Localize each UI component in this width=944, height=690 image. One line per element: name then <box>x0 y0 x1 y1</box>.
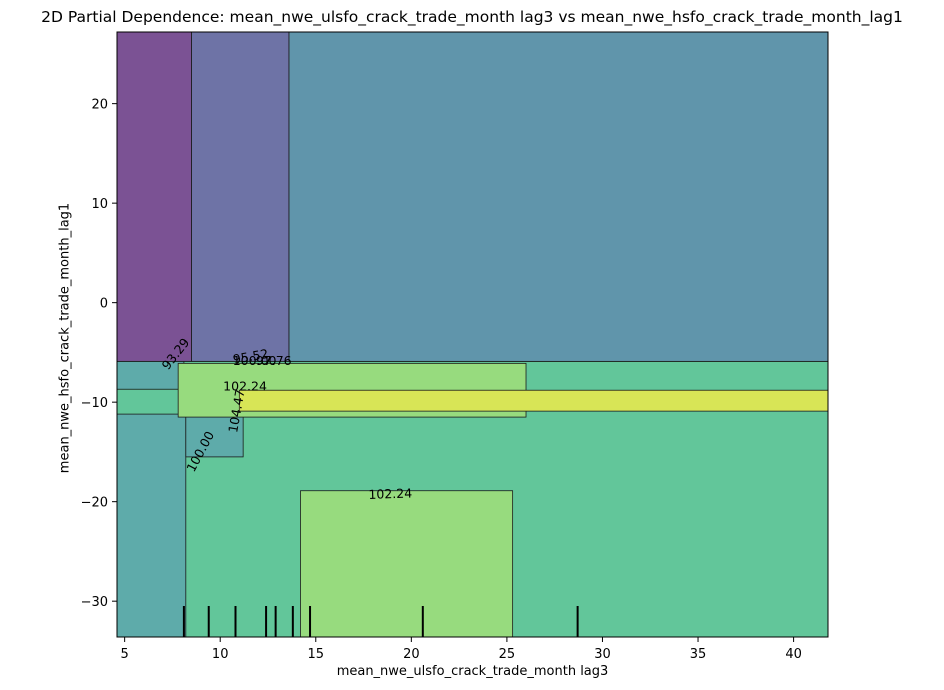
x-tick-label: 40 <box>785 647 802 662</box>
contour-label: 100.00 <box>233 353 277 368</box>
y-tick-label: −10 <box>81 396 108 411</box>
x-tick-label: 10 <box>212 647 229 662</box>
x-tick-label: 25 <box>499 647 516 662</box>
x-axis-ticks: 5 10 15 20 25 30 35 40 <box>121 637 802 662</box>
contour-label: 104.47 <box>225 388 247 434</box>
x-axis-label: mean_nwe_ulsfo_crack_trade_month lag3 <box>336 664 609 679</box>
chart-title: 2D Partial Dependence: mean_nwe_ulsfo_cr… <box>41 8 903 26</box>
y-tick-label: 0 <box>100 297 108 312</box>
y-tick-label: 10 <box>91 197 108 212</box>
contour-region <box>117 413 187 637</box>
y-tick-label: 20 <box>91 98 108 113</box>
contour-label: 102.24 <box>223 379 267 394</box>
y-tick-label: −30 <box>81 595 108 610</box>
x-tick-label: 15 <box>308 647 325 662</box>
contour-region <box>300 490 514 637</box>
y-axis-ticks: −30 −20 −10 0 10 20 <box>81 98 117 610</box>
contour-regions <box>117 32 828 637</box>
x-tick-label: 20 <box>403 647 420 662</box>
y-axis-label: mean_nwe_hsfo_crack_trade_month_lag1 <box>57 202 73 474</box>
plot-frame <box>116 31 829 638</box>
x-tick-label: 5 <box>121 647 129 662</box>
contour-label: 95.52 <box>232 346 270 367</box>
contour-region <box>238 389 828 412</box>
rug-marks <box>182 606 579 637</box>
contour-region <box>185 413 244 458</box>
contour-label: 102.24 <box>368 485 412 502</box>
x-tick-label: 30 <box>594 647 611 662</box>
contour-region <box>288 32 828 362</box>
contour-label: 97.76 <box>256 353 292 368</box>
y-tick-label: −20 <box>81 496 108 511</box>
x-tick-label: 35 <box>690 647 707 662</box>
contour-region <box>191 32 290 362</box>
contour-region <box>117 32 192 362</box>
